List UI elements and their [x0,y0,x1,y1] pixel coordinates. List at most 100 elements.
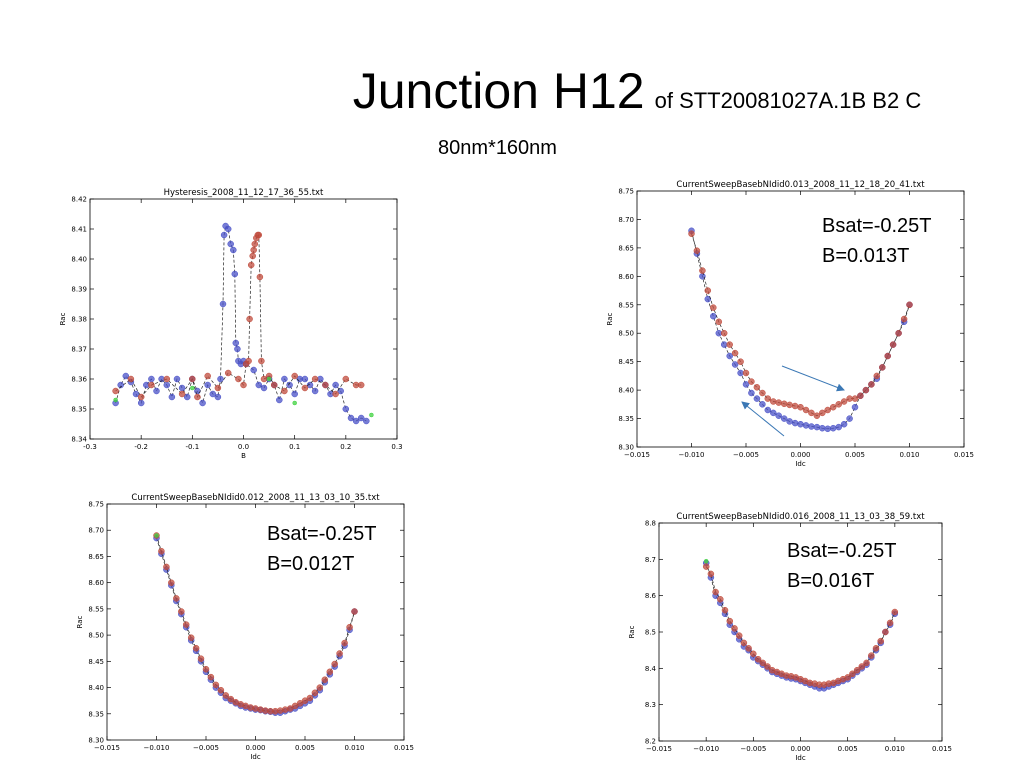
x-tick-label: −0.015 [624,451,650,459]
data-point-red [721,606,729,614]
data-point-red [775,399,782,406]
data-point-red [332,390,339,398]
data-point-red [717,596,724,603]
x-tick-label: 0.000 [790,451,810,459]
data-point-red [699,267,706,274]
x-tick-label: 0.010 [344,744,364,752]
data-point-red [270,381,278,389]
y-tick-label: 8.40 [88,684,104,692]
data-point-red [868,381,875,388]
data-point-blue [726,352,733,360]
data-point-blue [748,389,755,397]
data-point-red [301,384,309,392]
data-point-red [306,694,314,702]
data-point-blue [342,405,350,413]
annotation-b: B=0.013T [822,245,910,267]
data-point-red [889,341,897,348]
x-tick-label: 0.015 [932,745,952,753]
y-tick-label: 8.4 [645,665,657,673]
data-point-blue [780,415,788,422]
x-tick-label: -0.3 [83,443,97,451]
data-point-red [258,357,265,365]
data-point-blue [791,419,799,427]
y-tick-label: 8.35 [618,415,634,423]
data-point-blue [704,295,712,303]
data-point-red [863,659,870,667]
data-point-red [882,628,889,636]
annotation-012: Bsat=-0.25T B=0.012T [267,519,377,579]
chart-title: CurrentSweepBasebNIdid0.013_2008_11_12_1… [676,180,925,190]
data-point-blue [840,420,848,428]
data-point-blue [281,375,288,383]
y-tick-label: 8.6 [645,592,657,600]
data-point-red [764,663,771,670]
y-tick-label: 8.75 [618,188,634,196]
data-point-red [906,301,913,309]
data-point-red [704,287,712,294]
data-point-red [281,387,288,395]
plot-frame [89,198,398,440]
data-point-red [868,652,875,659]
annotation-bsat: Bsat=-0.25T [787,540,897,562]
data-point-blue [742,381,750,388]
y-tick-label: 8.35 [88,710,104,718]
data-point-red [187,634,195,641]
data-point-blue [286,381,293,389]
data-point-red [197,655,205,662]
data-point-blue [183,393,191,401]
x-tick-label: 0.015 [954,451,974,459]
data-point-blue [220,231,228,239]
data-point-blue [311,387,319,395]
data-point-red [246,315,253,323]
data-point-green [703,558,709,564]
data-point-blue [234,345,241,353]
data-point-red [311,375,319,383]
y-tick-label: 8.50 [88,632,104,640]
data-point-blue [232,339,240,347]
y-axis-label: Rac [606,312,614,325]
data-point-red [250,246,257,254]
data-point-red [710,304,717,311]
x-axis-label: Idc [250,753,261,761]
data-point-red [884,352,891,360]
y-tick-label: 8.60 [88,579,104,587]
x-tick-label: 0.005 [838,745,858,753]
data-point-red [791,402,799,410]
data-point-red [291,372,298,380]
data-point-red [745,645,752,652]
data-point-red [204,372,211,380]
data-point-red [770,398,777,405]
x-tick-label: 0.010 [899,451,919,459]
data-point-blue [731,361,739,368]
hysteresis-chart-svg: Hysteresis_2008_11_12_17_36_55.txt -0.3 -0… [59,188,403,460]
arrow-right [781,365,845,392]
data-point-red [857,392,864,400]
data-point-red [331,660,338,668]
x-tick-label: −0.015 [94,744,120,752]
data-point-blue [753,395,761,402]
x-tick-label: 0.2 [340,443,351,451]
data-point-blue [153,387,160,395]
data-point-red [759,389,766,397]
data-point-blue [813,423,821,431]
data-point-blue [227,240,234,248]
x-tick-label: 0.3 [391,443,402,451]
series-line-blue [115,225,367,422]
slide-subtitle: 80nm*160nm [438,137,557,159]
data-point-red [346,623,353,631]
data-point-red [851,395,859,402]
x-tick-label: 0.005 [295,744,315,752]
annotation-bsat: Bsat=-0.25T [267,523,377,545]
y-tick-label: 8.75 [88,501,104,509]
y-tick-label: 8.42 [71,196,87,204]
data-point-blue [260,384,268,392]
data-point-red [872,645,880,652]
data-point-red [802,406,810,414]
data-point-red [750,650,757,658]
y-tick-label: 8.2 [645,738,656,746]
x-tick-label: -0.2 [134,443,148,451]
data-point-red [879,364,886,371]
data-point-red [342,375,350,383]
data-point-blue [132,390,140,398]
data-point-blue [148,375,155,383]
